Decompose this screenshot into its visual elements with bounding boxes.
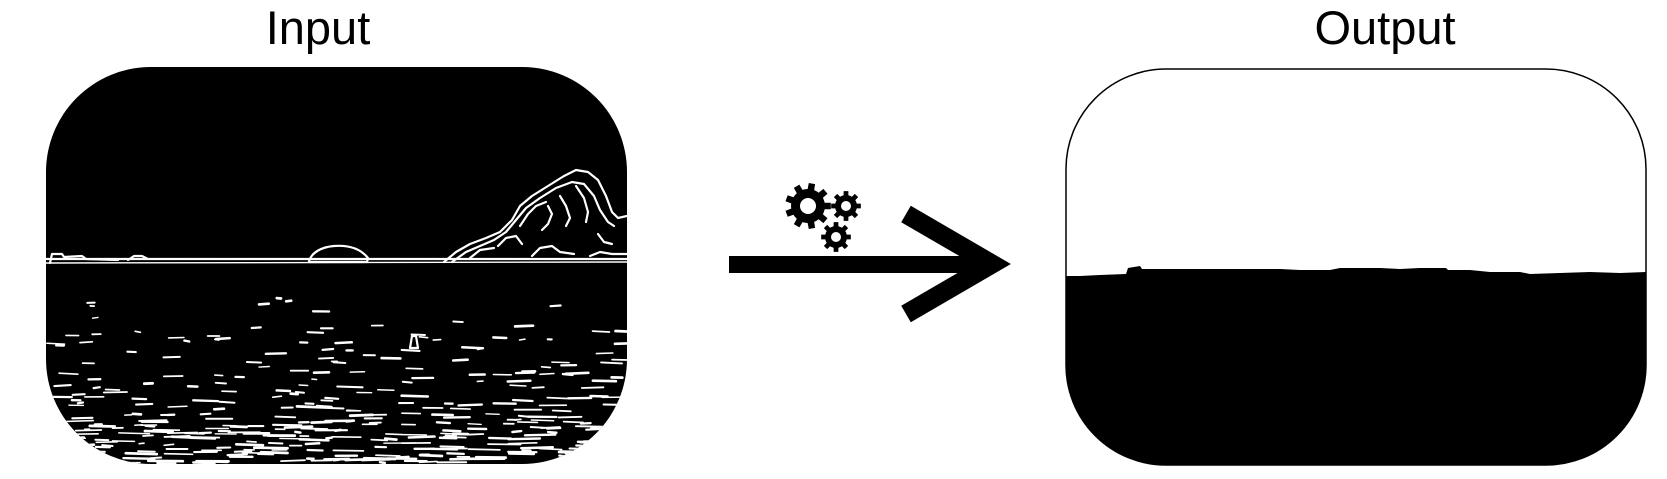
output-title: Output <box>1314 1 1456 54</box>
input-edge-image <box>46 67 627 464</box>
output-mask-image <box>1065 68 1647 466</box>
gears-icon <box>785 183 861 252</box>
right-arrow-icon <box>729 205 1011 323</box>
island-edge <box>307 244 370 264</box>
sea-mask-region <box>1066 266 1646 465</box>
buoy-edge <box>408 334 420 350</box>
shore-structure-edge <box>48 252 120 265</box>
input-title: Input <box>265 1 371 54</box>
mountain-edge <box>442 168 627 264</box>
